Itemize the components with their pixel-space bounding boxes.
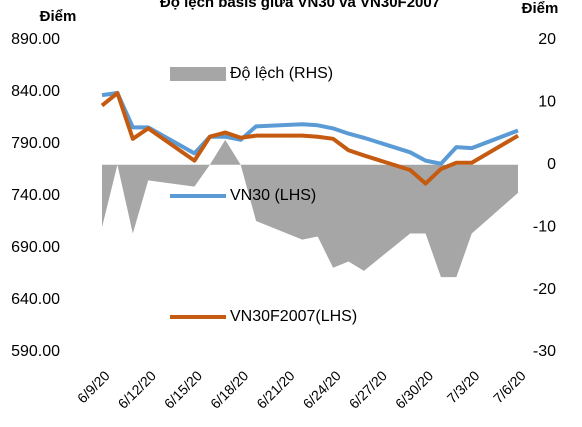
x-tick-label: 7/6/20 [490,367,529,406]
legend-label: VN30F2007(LHS) [230,308,357,325]
x-tick-label: 6/24/20 [300,367,344,411]
legend-label: Độ lệch (RHS) [230,65,333,82]
y2-tick-label: 10 [538,94,556,111]
chart-title: Độ lệch basis giữa VN30 và VN30F2007 [160,0,440,11]
y2-tick-label: -30 [533,343,556,360]
legend-swatch [170,67,226,81]
y-tick-label: 840.00 [11,83,60,100]
series-line [101,91,519,166]
y2-axis-title: Điểm [522,0,559,17]
y2-tick-label: -10 [533,218,556,235]
y-axis-title: Điểm [40,8,77,25]
y-tick-label: 690.00 [11,239,60,256]
y2-tick-label: 20 [538,31,556,48]
series-line [100,91,520,186]
x-tick-label: 6/18/20 [207,367,251,411]
x-tick-label: 6/27/20 [346,367,390,411]
x-tick-label: 6/9/20 [74,367,113,406]
x-tick-label: 7/3/20 [444,367,483,406]
y2-tick-label: -20 [533,281,556,298]
deviation-area [102,139,518,278]
y-tick-label: 740.00 [11,187,60,204]
y-tick-label: 590.00 [11,343,60,360]
y-tick-label: 890.00 [11,31,60,48]
x-tick-label: 6/30/20 [392,367,436,411]
y-tick-label: 790.00 [11,135,60,152]
legend-label: VN30 (LHS) [230,187,316,204]
y2-tick-label: 0 [547,156,556,173]
y-tick-label: 640.00 [11,291,60,308]
x-tick-label: 6/12/20 [115,367,159,411]
x-tick-label: 6/15/20 [161,367,205,411]
x-tick-label: 6/21/20 [253,367,297,411]
